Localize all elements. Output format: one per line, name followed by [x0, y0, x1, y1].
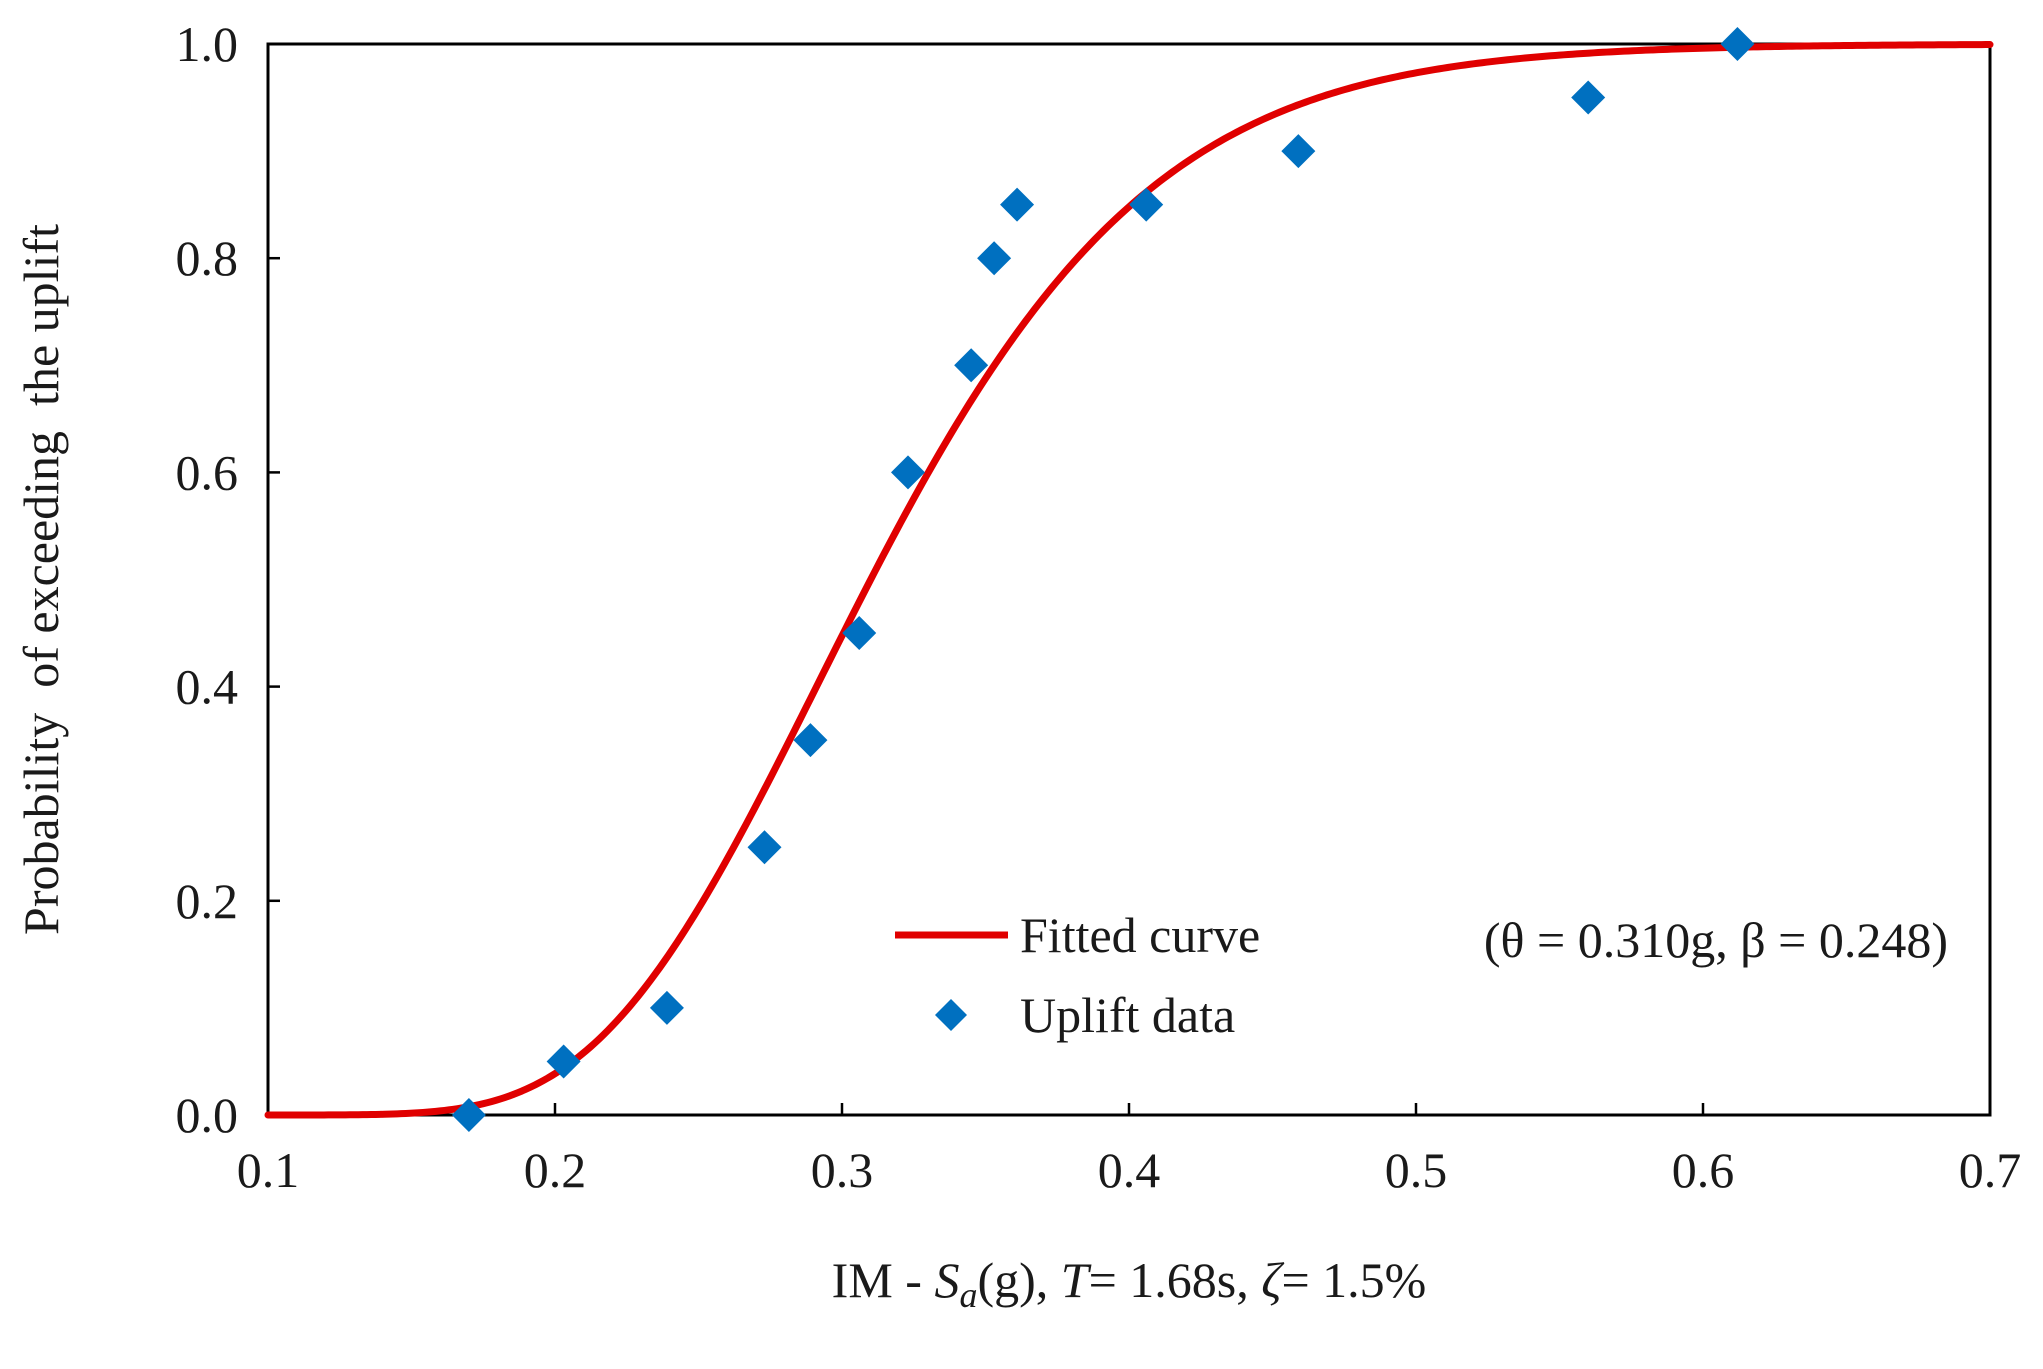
x-tick-label: 0.5: [1385, 1142, 1448, 1198]
uplift-data-point: [842, 616, 877, 651]
uplift-data-point: [1000, 187, 1035, 222]
x-axis: 0.1 0.2 0.3 0.4 0.5 0.6 0.7: [237, 1103, 2022, 1198]
uplift-data-point: [451, 1098, 486, 1132]
legend-diamond-swatch: [935, 999, 967, 1031]
uplift-data-point: [954, 348, 989, 383]
x-axis-title-part: T: [1061, 1252, 1092, 1308]
x-tick-label: 0.6: [1672, 1142, 1735, 1198]
x-axis-title-part: = 1.68s,: [1089, 1252, 1262, 1308]
uplift-data-point: [747, 830, 782, 865]
uplift-data-point: [891, 455, 926, 490]
legend-label-uplift: Uplift data: [1020, 987, 1235, 1043]
x-tick-label: 0.2: [524, 1142, 587, 1198]
fitted-curve-line: [264, 41, 1994, 1119]
y-tick-label: 0.2: [176, 873, 239, 929]
legend-params-fitted: (θ = 0.310g, β = 0.248): [1484, 912, 1948, 968]
x-axis-title-part: ζ: [1261, 1252, 1285, 1308]
uplift-data-point: [1129, 187, 1164, 222]
x-axis-title-part: IM -: [832, 1252, 935, 1308]
uplift-data-point: [793, 723, 828, 758]
uplift-data-point: [546, 1044, 581, 1079]
legend: Fitted curve (θ = 0.310g, β = 0.248) Uplif…: [895, 907, 1948, 1043]
x-axis-title-part: S: [934, 1252, 959, 1308]
x-axis-title: IM - Sa(g), T= 1.68s, ζ= 1.5%: [832, 1252, 1427, 1315]
legend-label-fitted: Fitted curve: [1020, 907, 1260, 963]
x-tick-label: 0.1: [237, 1142, 300, 1198]
uplift-data-point: [977, 241, 1012, 276]
y-tick-label: 0.6: [176, 444, 239, 500]
x-axis-title-part: (g),: [977, 1252, 1060, 1308]
x-tick-label: 0.3: [811, 1142, 874, 1198]
uplift-data-point: [1720, 27, 1755, 61]
y-tick-label: 1.0: [176, 16, 239, 72]
x-tick-label: 0.4: [1098, 1142, 1161, 1198]
y-tick-label: 0.0: [176, 1087, 239, 1143]
y-tick-label: 0.8: [176, 230, 239, 286]
x-axis-title-part: = 1.5%: [1281, 1252, 1426, 1308]
uplift-data-point: [1571, 80, 1606, 115]
x-tick-label: 0.7: [1959, 1142, 2022, 1198]
series-layer: [264, 27, 1994, 1132]
x-axis-title-part: a: [959, 1275, 977, 1315]
y-tick-label: 0.4: [176, 659, 239, 715]
uplift-data-point: [649, 990, 684, 1025]
y-axis-title: Probability of exceeding the uplift: [13, 224, 69, 935]
y-axis: 0.0 0.2 0.4 0.6 0.8 1.0: [176, 16, 280, 1143]
uplift-data-point: [1281, 134, 1316, 169]
